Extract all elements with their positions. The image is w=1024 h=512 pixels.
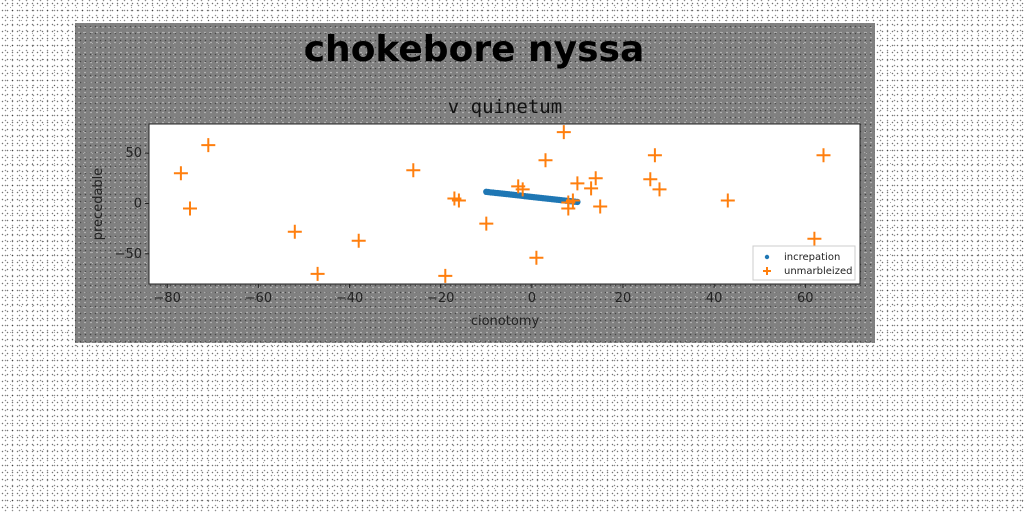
data-point-unmarbleized bbox=[643, 172, 658, 187]
x-tick-label: −40 bbox=[336, 291, 363, 306]
chart-legend: increpation unmarbleized bbox=[752, 245, 856, 281]
data-point-unmarbleized bbox=[584, 181, 599, 196]
data-point-unmarbleized bbox=[816, 148, 831, 163]
legend-label-increpation: increpation bbox=[784, 252, 840, 263]
data-point-unmarbleized bbox=[807, 231, 822, 246]
y-axis-label: precedable bbox=[91, 168, 106, 241]
x-tick-label: 60 bbox=[797, 291, 814, 306]
x-tick-label: 0 bbox=[528, 291, 536, 306]
x-tick-label: −80 bbox=[154, 291, 181, 306]
y-tick-label: 50 bbox=[125, 146, 142, 161]
x-tick-label: 40 bbox=[706, 291, 723, 306]
y-tick-label: −50 bbox=[115, 247, 142, 262]
data-point-unmarbleized bbox=[593, 199, 608, 214]
data-point-unmarbleized bbox=[515, 182, 530, 197]
chart-canvas: chokebore nyssa v quinetum −80 −60 −40 −20 0… bbox=[91, 29, 861, 329]
chart-marks bbox=[173, 125, 831, 283]
data-point-unmarbleized bbox=[438, 268, 453, 283]
data-point-unmarbleized bbox=[570, 176, 585, 191]
chart-title: v quinetum bbox=[448, 96, 562, 118]
data-point-unmarbleized bbox=[201, 138, 216, 153]
chart-figure: chokebore nyssa v quinetum −80 −60 −40 −20 0… bbox=[75, 23, 875, 343]
data-point-unmarbleized bbox=[529, 250, 544, 265]
data-point-unmarbleized bbox=[588, 171, 603, 186]
data-point-unmarbleized bbox=[556, 125, 571, 140]
data-point-unmarbleized bbox=[561, 201, 576, 216]
x-tick-label: −20 bbox=[427, 291, 454, 306]
data-point-unmarbleized bbox=[173, 166, 188, 181]
axis-ticks: −80 −60 −40 −20 0 20 40 60 −50 0 50 bbox=[115, 146, 814, 306]
data-point-unmarbleized bbox=[565, 193, 580, 208]
data-point-unmarbleized bbox=[287, 224, 302, 239]
legend-marker-increpation bbox=[764, 254, 770, 260]
plot-area bbox=[148, 123, 861, 285]
data-point-unmarbleized bbox=[652, 182, 667, 197]
data-point-unmarbleized bbox=[479, 216, 494, 231]
legend-marker-unmarbleized bbox=[763, 267, 771, 275]
data-point-unmarbleized bbox=[720, 193, 735, 208]
data-point-unmarbleized bbox=[406, 163, 421, 178]
data-point-unmarbleized bbox=[451, 193, 466, 208]
x-tick-label: 20 bbox=[615, 291, 632, 306]
data-point-unmarbleized bbox=[183, 201, 197, 216]
figure-suptitle: chokebore nyssa bbox=[304, 29, 645, 70]
data-point-unmarbleized bbox=[647, 148, 662, 163]
x-tick-label: −60 bbox=[245, 291, 272, 306]
legend-label-unmarbleized: unmarbleized bbox=[784, 266, 852, 277]
data-point-unmarbleized bbox=[310, 266, 325, 281]
data-point-unmarbleized bbox=[538, 153, 553, 168]
legend-box bbox=[752, 245, 856, 281]
x-axis-label: cionotomy bbox=[471, 314, 540, 329]
data-point-unmarbleized bbox=[351, 233, 366, 248]
y-tick-label: 0 bbox=[134, 196, 142, 211]
